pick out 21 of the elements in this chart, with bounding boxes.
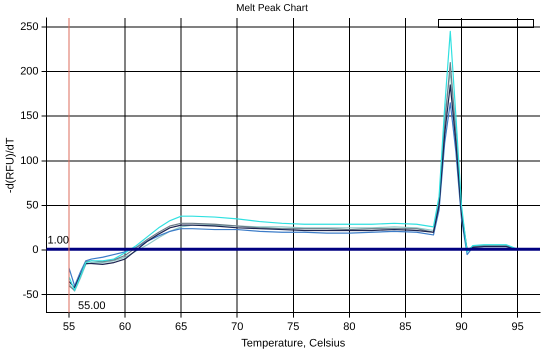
ref-line-label: 1.00 — [48, 234, 69, 247]
x-tick-label: 65 — [175, 321, 188, 334]
x-tick-label: 75 — [287, 321, 300, 334]
x-tick-label: 60 — [118, 321, 132, 334]
y-tick-label: -50 — [22, 288, 39, 301]
y-tick-label: 0 — [32, 244, 39, 256]
y-tick-label: 200 — [20, 66, 39, 78]
y-tick-label: 50 — [26, 200, 39, 212]
x-tick-label: 55 — [62, 321, 76, 334]
x-tick-label: 70 — [231, 321, 244, 334]
y-axis-title: -d(RFU)/dT — [4, 137, 17, 194]
ref-line-label: 55.00 — [78, 300, 106, 312]
x-tick-label: 80 — [343, 321, 356, 334]
y-tick-label: 250 — [20, 20, 39, 33]
x-axis-title: Temperature, Celsius — [241, 337, 346, 350]
chart-title: Melt Peak Chart — [236, 2, 308, 14]
x-tick-label: 90 — [455, 321, 468, 334]
y-tick-label: 150 — [20, 110, 39, 122]
x-tick-label: 85 — [399, 321, 412, 334]
y-tick-label: 100 — [20, 154, 39, 167]
x-tick-label: 95 — [511, 321, 524, 334]
